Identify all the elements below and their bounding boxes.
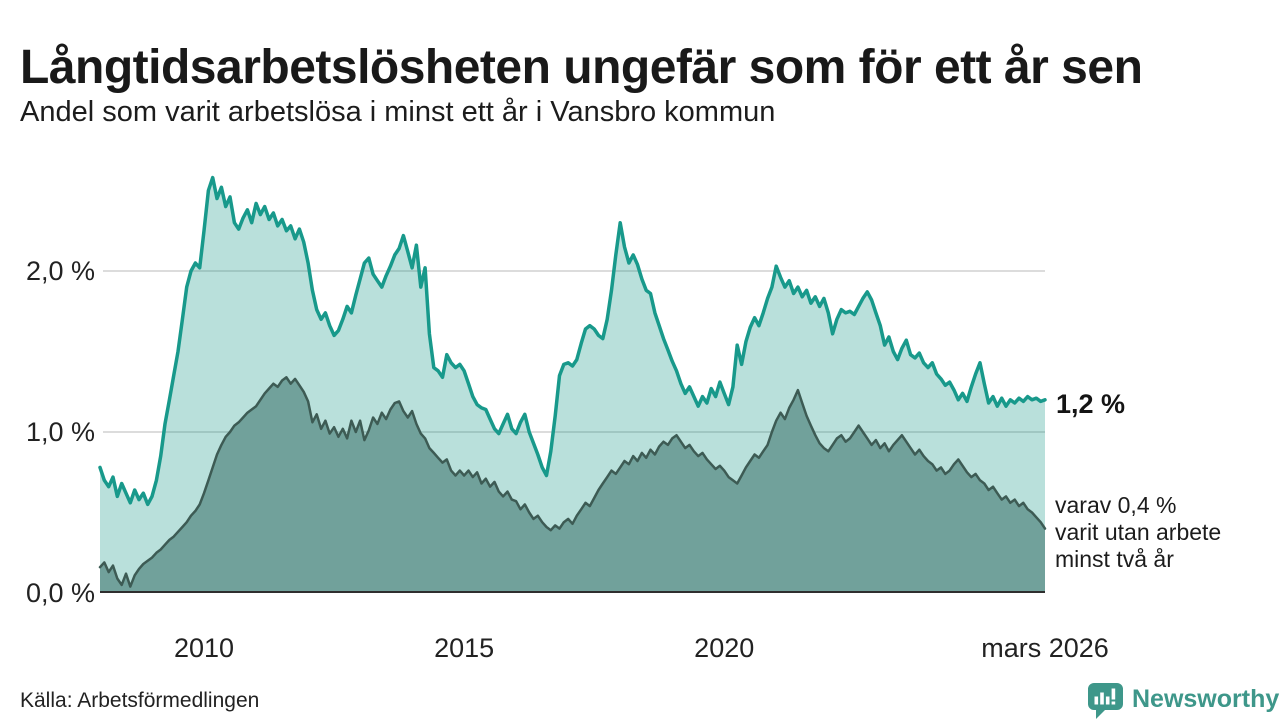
- page-title: Långtidsarbetslösheten ungefär som för e…: [20, 41, 1143, 95]
- series-area-1: [100, 377, 1045, 593]
- y-tick-label: 1,0 %: [25, 417, 95, 447]
- series-line-1: [98, 376, 1047, 588]
- end-value-label-line-2: varit utan arbete: [1055, 519, 1222, 545]
- x-tick-label: mars 2026: [981, 633, 1109, 663]
- y-tick-label: 0,0 %: [25, 578, 95, 608]
- x-tick-label: 2015: [434, 633, 495, 663]
- series-line-0: [98, 175, 1047, 507]
- x-tick-label: 2010: [173, 633, 235, 663]
- newsworthy-logo: Newsworthy: [1086, 682, 1279, 720]
- y-tick-label: 2,0 %: [25, 256, 95, 286]
- source-attribution: Källa: Arbetsförmedlingen: [20, 689, 260, 712]
- end-value-label-one-year: 1,2 %: [1056, 389, 1126, 419]
- newsworthy-chart-bubble-icon: [1088, 683, 1123, 719]
- area-chart-plot: [98, 175, 1047, 593]
- newsworthy-wordmark: Newsworthy: [1132, 685, 1280, 713]
- x-tick-label: 2020: [694, 633, 755, 663]
- chart-subtitle: Andel som varit arbetslösa i minst ett å…: [20, 96, 776, 128]
- end-value-label-line-1: varav 0,4 %: [1055, 492, 1177, 518]
- end-value-label-two-years: varav 0,4 % varit utan arbete minst två …: [1055, 492, 1221, 573]
- end-value-label-line-3: minst två år: [1055, 546, 1174, 572]
